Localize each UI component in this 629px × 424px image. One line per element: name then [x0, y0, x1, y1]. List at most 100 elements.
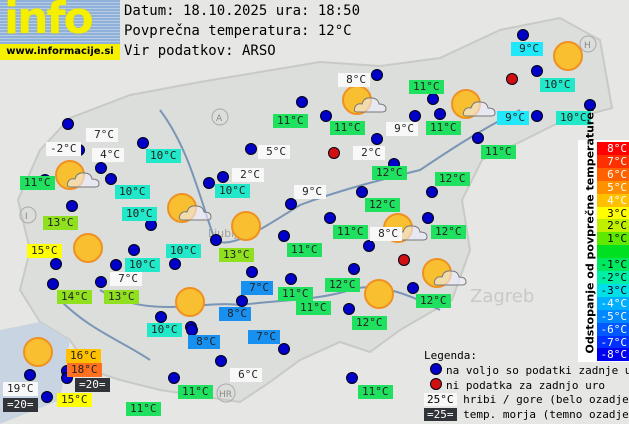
scale-band: 3°C	[597, 206, 629, 220]
station-dot	[278, 230, 290, 242]
legend-sea-sample: =25=	[424, 408, 457, 421]
country-code-hr: HR	[219, 390, 232, 400]
station-dot	[203, 177, 215, 189]
scale-band: 6°C	[597, 167, 629, 181]
temperature-label: 12°C	[435, 172, 470, 186]
temperature-label: 11°C	[296, 301, 331, 315]
temperature-label: 10°C	[147, 323, 182, 337]
scale-title: Odstopanje od povprečne temperature:	[583, 107, 597, 354]
scale-band: 4°C	[597, 193, 629, 207]
deviation-scale: Odstopanje od povprečne temperature: 8°C…	[578, 107, 629, 362]
station-dot	[517, 29, 529, 41]
station-dot	[343, 303, 355, 315]
country-badge-i	[19, 206, 37, 224]
temperature-label: 9°C	[386, 122, 418, 136]
temperature-label: 11°C	[126, 402, 161, 416]
station-dot	[47, 278, 59, 290]
sun-icon	[23, 337, 53, 367]
station-dot	[169, 258, 181, 270]
station-dot	[66, 200, 78, 212]
station-dot	[110, 259, 122, 271]
temperature-label: 11°C	[178, 385, 213, 399]
legend-sea: temp. morja (temno ozadje)	[463, 408, 629, 421]
temperature-label: 12°C	[431, 225, 466, 239]
logo[interactable]: info www.informacije.si	[0, 0, 120, 60]
temperature-label: 8°C	[188, 335, 220, 349]
temperature-label: 11°C	[287, 243, 322, 257]
legend-row-mountain: 25°C hribi / gore (belo ozadje)	[424, 393, 629, 407]
legend-row-available: na voljo so podatki zadnje ure	[430, 363, 629, 377]
temperature-label: 7°C	[241, 281, 273, 295]
station-dot	[584, 99, 596, 111]
legend-available: na voljo so podatki zadnje ure	[446, 364, 629, 377]
temperature-label: 12°C	[325, 278, 360, 292]
station-dot	[95, 162, 107, 174]
cloud-icon	[462, 101, 496, 117]
scale-band: -6°C	[597, 322, 629, 336]
temperature-label: 4°C	[92, 148, 124, 162]
temperature-label: 7°C	[248, 330, 280, 344]
station-dot	[168, 372, 180, 384]
station-dot	[215, 355, 227, 367]
blue-dot-icon	[430, 363, 442, 375]
legend-title: Legenda:	[424, 349, 477, 362]
temperature-label: 13°C	[104, 290, 139, 304]
station-dot	[427, 93, 439, 105]
station-dot	[422, 212, 434, 224]
temperature-label: 13°C	[219, 248, 254, 262]
cloud-icon	[66, 172, 100, 188]
station-dot	[434, 108, 446, 120]
temperature-label: 5°C	[258, 145, 290, 159]
station-dot	[320, 110, 332, 122]
legend-row-missing: ni podatka za zadnjo uro	[430, 378, 605, 392]
slovenia-outline	[16, 16, 614, 404]
temperature-label: 12°C	[372, 166, 407, 180]
sun-icon	[364, 279, 394, 309]
temperature-label: 9°C	[511, 42, 543, 56]
country-badge-h	[579, 35, 597, 53]
scale-band: -5°C	[597, 309, 629, 323]
temperature-label: 12°C	[365, 198, 400, 212]
station-dot	[407, 282, 419, 294]
red-dot-icon	[430, 378, 442, 390]
station-dot	[285, 198, 297, 210]
missing-station-dot	[506, 73, 518, 85]
data-source: Vir podatkov: ARSO	[124, 43, 276, 59]
scale-band: -2°C	[597, 271, 629, 284]
station-dot	[531, 65, 543, 77]
temperature-label: 10°C	[215, 184, 250, 198]
station-dot	[24, 369, 36, 381]
cloud-icon	[433, 270, 467, 286]
temperature-label: 10°C	[146, 149, 181, 163]
temperature-label: 13°C	[43, 216, 78, 230]
station-dot	[426, 186, 438, 198]
missing-station-dot	[328, 147, 340, 159]
temperature-label: 11°C	[426, 121, 461, 135]
country-badge-hr	[216, 383, 236, 403]
legend-mountain-sample: 25°C	[424, 393, 457, 406]
station-dot	[95, 276, 107, 288]
temperature-label: 15°C	[57, 393, 92, 407]
temperature-label: 18°C	[67, 363, 102, 377]
logo-text: info	[4, 0, 94, 44]
temperature-label: 11°C	[278, 287, 313, 301]
temperature-label: 6°C	[230, 368, 262, 382]
cloud-icon	[353, 97, 387, 113]
temperature-label: 2°C	[353, 146, 385, 160]
temperature-label: 11°C	[409, 80, 444, 94]
logo-url[interactable]: www.informacije.si	[0, 44, 120, 60]
temperature-label: 10°C	[540, 78, 575, 92]
scale-band: -4°C	[597, 296, 629, 310]
temperature-label: 8°C	[338, 73, 370, 87]
station-dot	[245, 143, 257, 155]
temperature-label: 10°C	[115, 185, 150, 199]
temperature-label: 11°C	[333, 225, 368, 239]
sun-icon	[553, 41, 583, 71]
scale-band: 2°C	[597, 219, 629, 233]
station-dot	[409, 110, 421, 122]
scale-band	[597, 245, 629, 259]
station-dot	[472, 132, 484, 144]
temperature-label: 11°C	[273, 114, 308, 128]
station-dot	[137, 137, 149, 149]
